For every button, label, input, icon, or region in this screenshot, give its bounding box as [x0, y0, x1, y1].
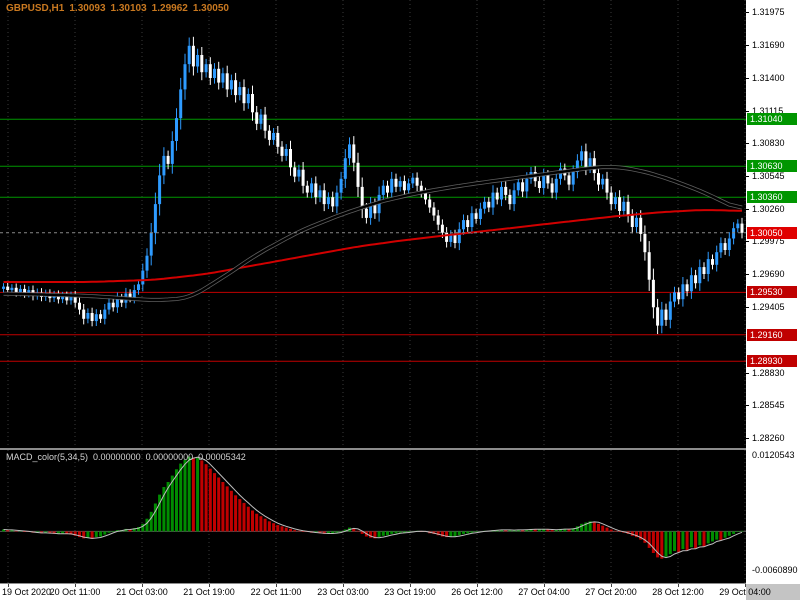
price-tick-label: 1.30545 — [752, 171, 785, 181]
price-tick-label: 1.29405 — [752, 302, 785, 312]
price-tick-label: 1.29690 — [752, 269, 785, 279]
price-axis-tick-mark — [746, 78, 749, 79]
time-label: 19 Oct 2020 — [2, 587, 52, 597]
time-axis-tick-mark — [343, 584, 344, 587]
price-tick-label: 1.31975 — [752, 7, 785, 17]
price-axis-tick-mark — [746, 307, 749, 308]
time-axis-tick-mark — [477, 584, 478, 587]
time-label: 21 Oct 03:00 — [116, 587, 168, 597]
price-axis-tick-mark — [746, 143, 749, 144]
moving-average-red — [3, 209, 743, 283]
price-axis-tick-mark — [746, 111, 749, 112]
time-label: 23 Oct 03:00 — [317, 587, 369, 597]
resistance-lines[interactable] — [0, 118, 746, 198]
price-tick-label: 1.28260 — [752, 433, 785, 443]
current-price-label[interactable]: 1.30050 — [747, 227, 797, 239]
price-tick-label: 1.31115 — [752, 106, 784, 116]
price-tick-label: 1.28830 — [752, 368, 785, 378]
price-axis-tick-mark — [746, 176, 749, 177]
macd-indicator-header: MACD_color(5,34,5) 0.00000000 0.00000000 0.… — [6, 452, 251, 462]
price-axis-tick-mark — [746, 405, 749, 406]
time-axis-tick-mark — [75, 584, 76, 587]
time-label: 23 Oct 19:00 — [384, 587, 436, 597]
price-axis-tick-mark — [746, 45, 749, 46]
price-axis[interactable]: 1.31975 1.31690 1.31400 1.31115 1.30830 1.305… — [746, 0, 800, 584]
macd-signal-line — [3, 456, 743, 559]
time-axis-tick-mark — [8, 584, 9, 587]
price-axis-tick-mark — [746, 373, 749, 374]
macd-max-label: 0.0120543 — [752, 450, 795, 460]
time-label: 27 Oct 20:00 — [585, 587, 637, 597]
symbol-period-label: GBPUSD,H1 — [6, 3, 65, 14]
vertical-gridlines — [7, 0, 746, 448]
time-axis[interactable]: 19 Oct 2020 20 Oct 11:00 21 Oct 03:00 21 Oc… — [0, 584, 771, 600]
time-label: 21 Oct 19:00 — [183, 587, 235, 597]
open-value: 1.30093 — [69, 3, 106, 14]
macd-min-label: -0.0060890 — [752, 565, 798, 575]
low-value: 1.29962 — [151, 3, 188, 14]
price-axis-tick-mark — [746, 274, 749, 275]
moving-average-dark — [3, 164, 743, 302]
price-axis-tick-mark — [746, 12, 749, 13]
high-value: 1.30103 — [110, 3, 147, 14]
time-axis-tick-mark — [544, 584, 545, 587]
price-tick-label: 1.30260 — [752, 204, 785, 214]
time-label: 22 Oct 11:00 — [250, 587, 302, 597]
time-axis-separator — [0, 583, 800, 584]
macd-value-1: 0.00000000 — [93, 452, 141, 462]
candlestick-chart-canvas — [0, 0, 746, 448]
price-tick-label: 1.29975 — [752, 236, 785, 246]
time-label: 26 Oct 12:00 — [451, 587, 503, 597]
price-axis-tick-mark — [746, 209, 749, 210]
time-axis-tick-mark — [276, 584, 277, 587]
support-lines[interactable] — [0, 291, 746, 362]
time-axis-tick-mark — [410, 584, 411, 587]
support-level-label[interactable]: 1.29160 — [747, 329, 797, 341]
macd-value-3: 0.00005342 — [198, 452, 246, 462]
candlestick-series — [2, 36, 744, 334]
time-axis-tick-mark — [745, 584, 746, 587]
price-tick-label: 1.31690 — [752, 40, 785, 50]
support-level-label[interactable]: 1.28930 — [747, 355, 797, 367]
time-axis-tick-mark — [142, 584, 143, 587]
macd-gridlines — [7, 450, 746, 583]
macd-value-2: 0.00000000 — [145, 452, 194, 462]
macd-chart-canvas — [0, 450, 746, 583]
resistance-level-label[interactable]: 1.31040 — [747, 113, 797, 125]
macd-indicator-name: MACD_color(5,34,5) — [6, 452, 89, 462]
resistance-level-label[interactable]: 1.30630 — [747, 160, 797, 172]
price-tick-label: 1.28545 — [752, 400, 785, 410]
time-label: 29 Oct 04:00 — [719, 587, 771, 597]
support-level-label[interactable]: 1.29530 — [747, 286, 797, 298]
price-chart[interactable] — [0, 0, 746, 448]
resistance-level-label[interactable]: 1.30360 — [747, 191, 797, 203]
price-axis-tick-mark — [746, 438, 749, 439]
panel-separator[interactable] — [0, 448, 800, 450]
macd-panel[interactable] — [0, 450, 746, 583]
time-axis-tick-mark — [209, 584, 210, 587]
axis-corner — [746, 584, 800, 600]
time-label: 28 Oct 12:00 — [652, 587, 704, 597]
price-axis-tick-mark — [746, 241, 749, 242]
close-value: 1.30050 — [192, 3, 229, 14]
price-tick-label: 1.30830 — [752, 138, 785, 148]
chart-ohlc-header: GBPUSD,H1 1.30093 1.30103 1.29962 1.30050 — [6, 3, 234, 14]
time-axis-tick-mark — [611, 584, 612, 587]
time-axis-tick-mark — [678, 584, 679, 587]
price-tick-label: 1.31400 — [752, 73, 785, 83]
time-label: 20 Oct 11:00 — [49, 587, 101, 597]
macd-histogram — [2, 456, 744, 559]
time-label: 27 Oct 04:00 — [518, 587, 570, 597]
